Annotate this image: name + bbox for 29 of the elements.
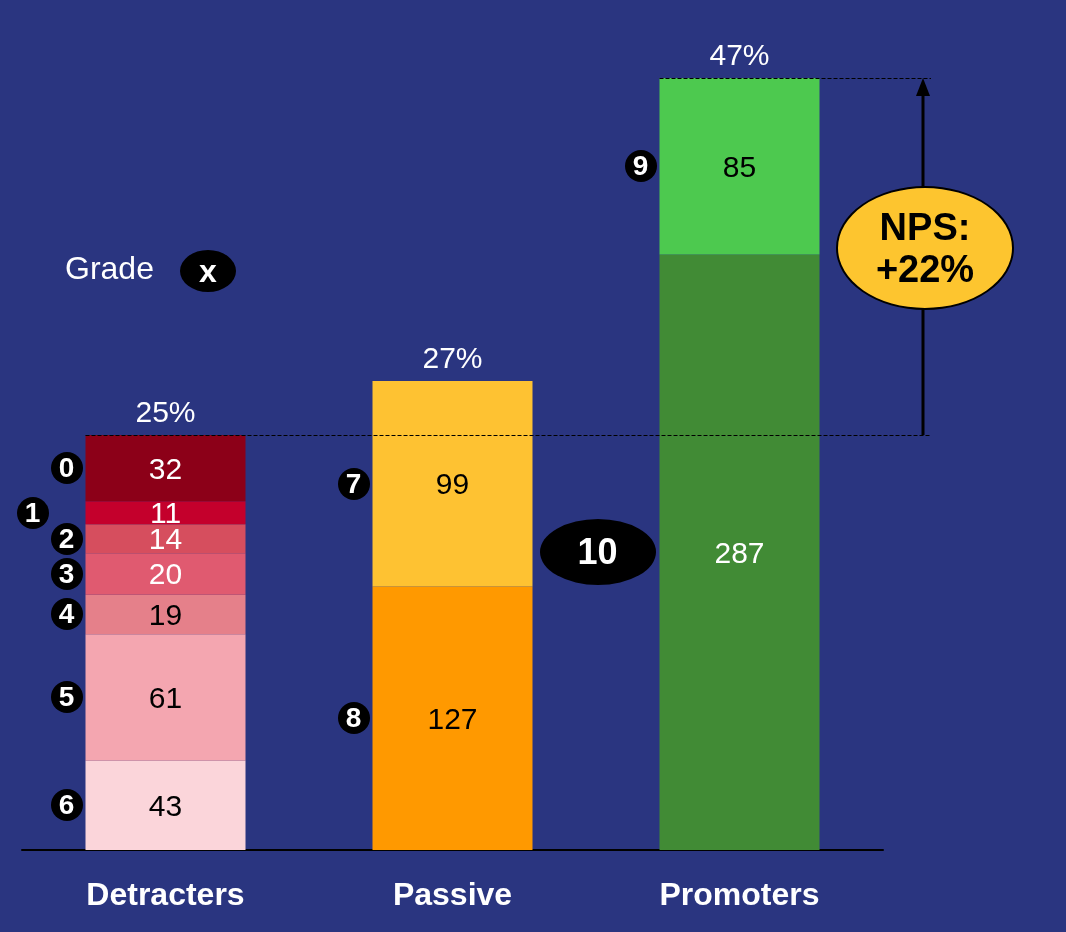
series-label: 6 bbox=[50, 789, 83, 822]
series-label: 7 bbox=[337, 467, 370, 500]
series-label: 9 bbox=[624, 150, 657, 183]
data-label: 85 bbox=[722, 149, 757, 183]
data-label: 20 bbox=[148, 557, 183, 591]
x-tick-label: Passive bbox=[392, 876, 513, 912]
series-label: 10 bbox=[539, 519, 656, 586]
annotation: 47% bbox=[709, 38, 770, 72]
data-label: 19 bbox=[148, 597, 183, 631]
series-label: 1 bbox=[16, 496, 49, 529]
series-label: 3 bbox=[50, 557, 83, 590]
annotation: x bbox=[180, 250, 236, 292]
series-label: 4 bbox=[50, 598, 83, 631]
x-tick-label: Detracters bbox=[86, 876, 245, 912]
x-tick-label: Promoters bbox=[659, 876, 820, 912]
annotation: 25% bbox=[135, 394, 196, 429]
series-label: 5 bbox=[50, 681, 83, 714]
series-label: 0 bbox=[50, 452, 83, 485]
data-label: 32 bbox=[148, 451, 183, 485]
annotation: NPS: +22% bbox=[836, 186, 1014, 311]
series-label: 2 bbox=[50, 522, 83, 555]
data-label: 99 bbox=[435, 467, 470, 501]
annotation: Grade bbox=[65, 250, 154, 287]
data-label: 287 bbox=[714, 535, 765, 569]
data-label: 43 bbox=[148, 788, 183, 822]
data-label: 127 bbox=[427, 701, 478, 735]
series-label: 8 bbox=[337, 702, 370, 735]
data-label: 61 bbox=[148, 680, 183, 714]
annotation: 27% bbox=[422, 340, 483, 375]
